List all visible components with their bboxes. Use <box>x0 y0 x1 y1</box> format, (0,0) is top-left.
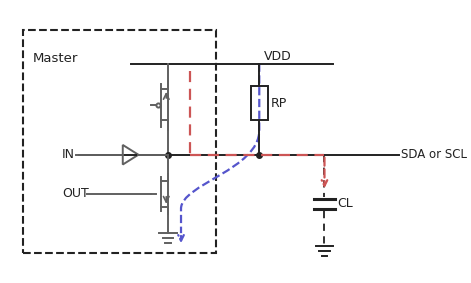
Text: RP: RP <box>270 97 287 110</box>
Bar <box>23 30 216 253</box>
Text: Master: Master <box>33 52 79 65</box>
Bar <box>251 86 268 121</box>
Text: VDD: VDD <box>264 50 292 63</box>
Text: SDA or SCL: SDA or SCL <box>401 148 467 161</box>
Text: CL: CL <box>338 197 353 210</box>
Text: OUT: OUT <box>62 187 89 200</box>
Text: IN: IN <box>62 148 75 161</box>
